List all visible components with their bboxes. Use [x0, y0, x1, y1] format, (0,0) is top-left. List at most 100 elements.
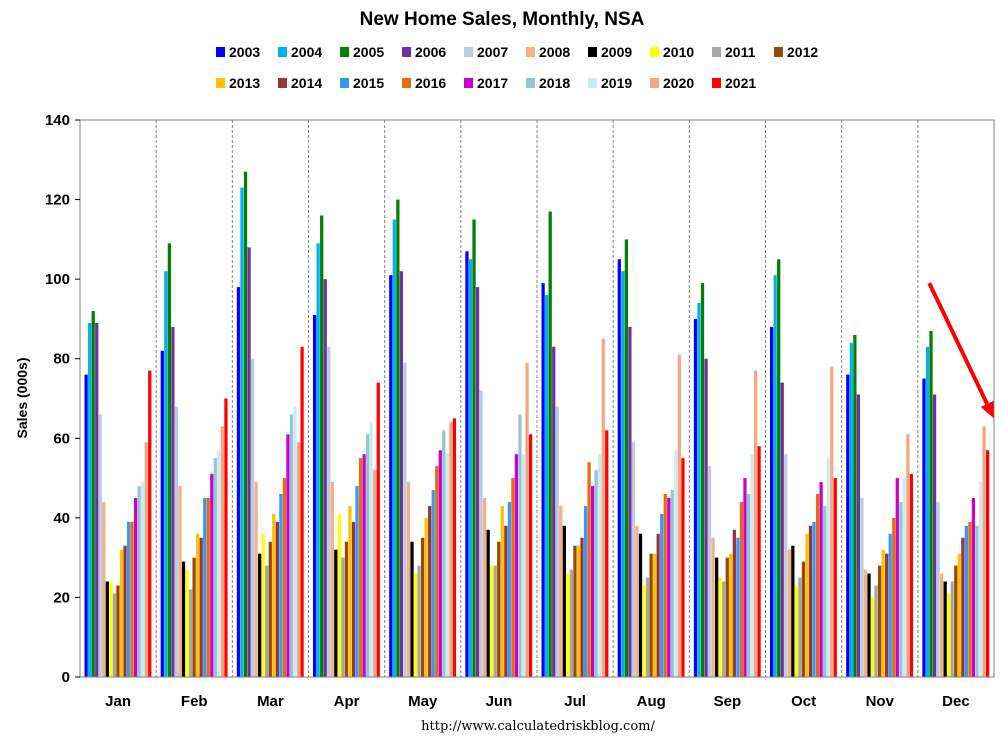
bar-2010-dec	[947, 593, 951, 677]
bar-2004-oct	[773, 275, 777, 677]
bar-2021-mar	[300, 346, 304, 677]
bar-2018-may	[442, 430, 446, 677]
bar-2004-apr	[316, 243, 320, 677]
bar-2014-mar	[275, 521, 279, 677]
bar-2011-jun	[493, 565, 497, 677]
legend-item-2008: 2008	[526, 44, 570, 60]
bar-2020-apr	[373, 470, 377, 677]
bar-2003-dec	[922, 378, 926, 677]
legend-swatch	[402, 78, 411, 88]
bar-2014-jul	[580, 537, 584, 677]
x-tick-label: Nov	[866, 693, 895, 710]
bar-2006-oct	[780, 382, 784, 677]
bar-2015-may	[431, 490, 435, 677]
bar-2014-nov	[885, 553, 889, 677]
bar-2012-jan	[116, 585, 120, 677]
bar-2019-feb	[217, 450, 221, 677]
legend-swatch	[526, 78, 535, 88]
bar-2017-oct	[819, 482, 823, 677]
bar-2008-aug	[635, 525, 639, 677]
legend-item-2020: 2020	[650, 75, 694, 91]
month-group-jun	[465, 219, 533, 678]
bar-2019-may	[445, 454, 449, 677]
bar-2003-may	[389, 275, 393, 677]
bar-2008-apr	[330, 482, 334, 677]
bar-2009-oct	[791, 545, 795, 677]
legend-label: 2003	[229, 44, 260, 60]
bar-2010-feb	[185, 569, 189, 677]
legend-label: 2010	[663, 44, 694, 60]
bar-2019-nov	[902, 478, 906, 677]
legend-label: 2021	[725, 75, 756, 91]
bar-2004-may	[392, 219, 396, 677]
bar-2015-feb	[203, 497, 207, 677]
legend-swatch	[340, 78, 349, 88]
bar-2012-feb	[192, 557, 196, 677]
bar-2010-nov	[870, 597, 875, 677]
bar-2006-sep	[704, 358, 708, 677]
bar-2005-sep	[700, 283, 705, 677]
bar-2006-apr	[323, 279, 327, 677]
bar-2015-jan	[126, 521, 131, 677]
month-group-jul	[541, 211, 609, 677]
bar-2008-may	[406, 482, 411, 677]
bar-2003-feb	[160, 350, 164, 677]
bar-2011-oct	[798, 577, 802, 677]
legend-swatch	[216, 78, 225, 88]
bar-2006-dec	[932, 394, 937, 677]
bar-2007-mar	[250, 358, 255, 677]
bar-2013-mar	[272, 513, 276, 677]
bar-2014-dec	[961, 537, 965, 677]
bar-2013-jun	[500, 505, 504, 677]
bar-2018-apr	[366, 434, 370, 677]
bar-2020-oct	[830, 366, 834, 677]
bar-2017-may	[438, 450, 442, 677]
bar-2017-mar	[286, 434, 290, 677]
bar-2013-apr	[348, 505, 352, 677]
bar-2016-sep	[739, 501, 744, 677]
x-tick-label: Apr	[334, 693, 360, 710]
bar-2005-apr	[320, 215, 324, 678]
bar-2016-feb	[206, 497, 210, 677]
bar-2018-sep	[746, 493, 751, 677]
bar-2017-jun	[514, 454, 519, 677]
bar-2018-aug	[670, 490, 674, 677]
bar-2018-jan	[137, 486, 141, 677]
bar-2008-oct	[787, 549, 791, 677]
bar-2003-jun	[465, 251, 469, 678]
bar-2008-nov	[863, 569, 868, 677]
bar-2007-jun	[479, 390, 483, 677]
bar-2016-jul	[587, 462, 591, 677]
bar-2013-feb	[196, 533, 200, 677]
bar-2011-mar	[265, 565, 269, 677]
bar-2014-aug	[656, 533, 660, 677]
bar-2013-sep	[729, 553, 733, 677]
bar-2016-oct	[815, 493, 820, 677]
legend-swatch	[712, 78, 721, 88]
month-group-oct	[770, 259, 837, 677]
bar-2021-may	[452, 418, 457, 677]
y-tick-label: 120	[45, 192, 70, 209]
bar-2021-sep	[757, 446, 761, 677]
month-group-dec	[922, 330, 990, 677]
x-tick-label: Aug	[637, 693, 666, 710]
arrow-head	[980, 400, 994, 419]
x-tick-label: Dec	[942, 693, 970, 710]
bar-2015-apr	[355, 486, 359, 677]
legend-item-2017: 2017	[464, 75, 508, 91]
bar-2012-mar	[268, 541, 272, 677]
bar-2011-feb	[188, 589, 193, 677]
bar-2020-aug	[677, 354, 682, 677]
bar-2017-nov	[895, 478, 899, 677]
legend-item-2019: 2019	[588, 75, 632, 91]
legend-swatch	[650, 78, 659, 88]
bar-2011-dec	[950, 581, 954, 677]
legend-swatch	[588, 78, 597, 88]
legend-label: 2015	[353, 75, 384, 91]
bar-2019-apr	[369, 422, 373, 677]
bar-2014-sep	[732, 529, 736, 677]
bar-2011-apr	[341, 557, 345, 677]
bar-2018-mar	[289, 414, 294, 677]
bar-2012-nov	[877, 565, 882, 677]
